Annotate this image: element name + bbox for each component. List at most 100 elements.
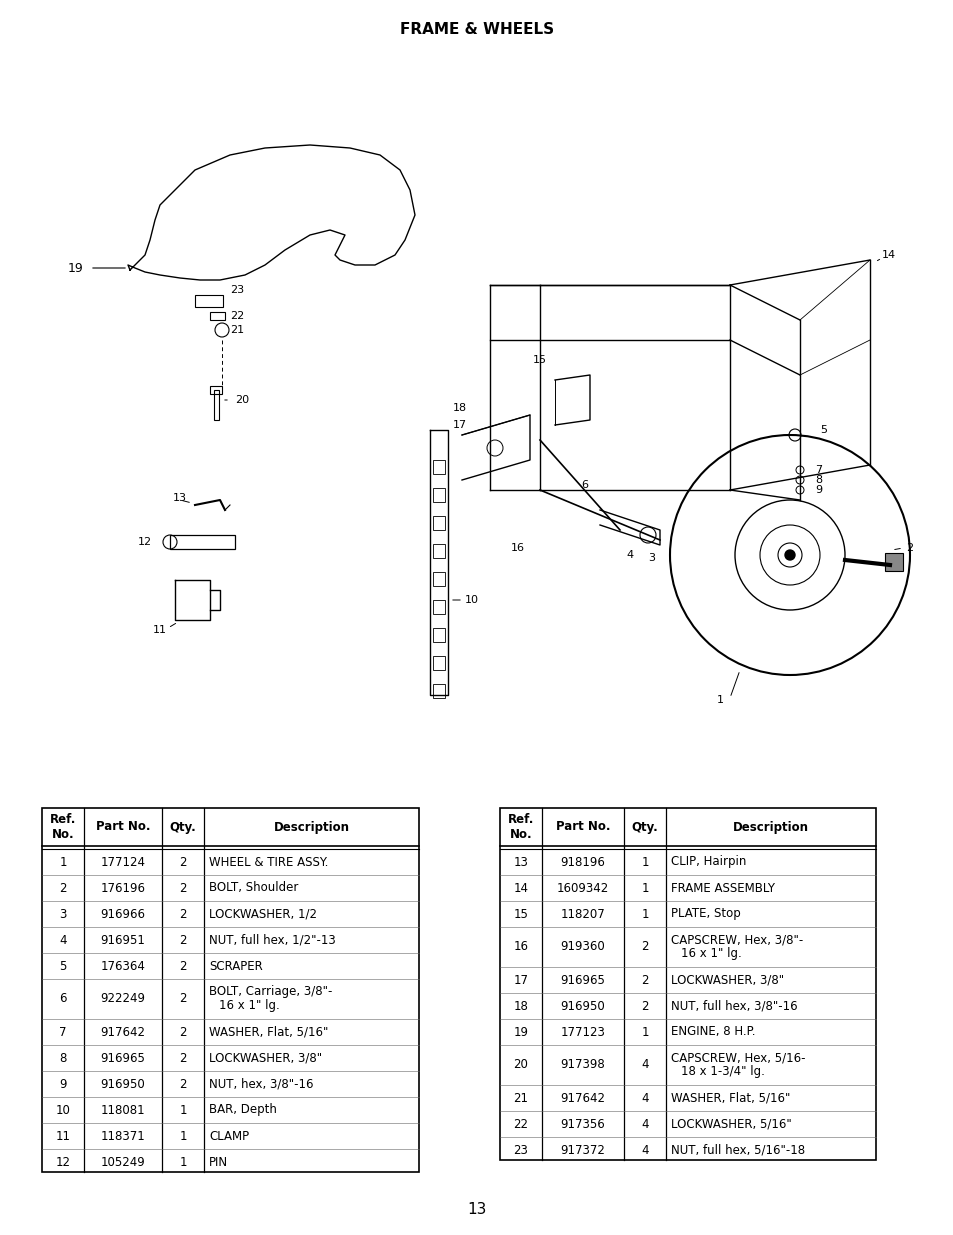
Text: 2: 2 xyxy=(179,1077,187,1091)
Bar xyxy=(433,516,444,530)
Text: 2: 2 xyxy=(640,941,648,953)
Bar xyxy=(170,535,234,550)
Text: 4: 4 xyxy=(640,1144,648,1156)
Text: 1: 1 xyxy=(640,908,648,920)
Text: 11: 11 xyxy=(55,1130,71,1142)
Text: LOCKWASHER, 3/8": LOCKWASHER, 3/8" xyxy=(209,1051,322,1065)
Bar xyxy=(194,295,223,308)
Text: NUT, hex, 3/8"-16: NUT, hex, 3/8"-16 xyxy=(209,1077,314,1091)
Text: 4: 4 xyxy=(640,1118,648,1130)
Text: 2: 2 xyxy=(179,1025,187,1039)
Bar xyxy=(433,459,444,474)
Bar xyxy=(884,553,902,571)
Text: 13: 13 xyxy=(172,493,187,503)
Text: 9: 9 xyxy=(814,485,821,495)
Bar xyxy=(433,572,444,585)
Text: 917372: 917372 xyxy=(560,1144,605,1156)
Text: 23: 23 xyxy=(513,1144,528,1156)
Bar xyxy=(433,600,444,614)
Bar xyxy=(433,488,444,501)
Text: 4: 4 xyxy=(626,550,633,559)
Text: 3: 3 xyxy=(59,908,67,920)
Text: 9: 9 xyxy=(59,1077,67,1091)
Text: 7: 7 xyxy=(59,1025,67,1039)
Text: CAPSCREW, Hex, 5/16-: CAPSCREW, Hex, 5/16- xyxy=(670,1051,804,1065)
Text: 22: 22 xyxy=(230,311,244,321)
Text: 4: 4 xyxy=(640,1092,648,1104)
Text: 2: 2 xyxy=(640,999,648,1013)
Text: CLIP, Hairpin: CLIP, Hairpin xyxy=(670,856,745,868)
Text: 177123: 177123 xyxy=(560,1025,605,1039)
Bar xyxy=(499,808,875,1160)
Text: PLATE, Stop: PLATE, Stop xyxy=(670,908,740,920)
Text: FRAME ASSEMBLY: FRAME ASSEMBLY xyxy=(670,882,774,894)
Text: 8: 8 xyxy=(59,1051,67,1065)
Text: 917356: 917356 xyxy=(560,1118,605,1130)
Text: 14: 14 xyxy=(882,249,895,261)
Text: 7: 7 xyxy=(814,466,821,475)
Text: 1: 1 xyxy=(640,1025,648,1039)
Text: 8: 8 xyxy=(814,475,821,485)
Text: CAPSCREW, Hex, 3/8"-: CAPSCREW, Hex, 3/8"- xyxy=(670,934,802,946)
Text: BOLT, Carriage, 3/8"-: BOLT, Carriage, 3/8"- xyxy=(209,986,332,999)
Text: 1609342: 1609342 xyxy=(557,882,608,894)
Text: Description: Description xyxy=(732,820,808,834)
Bar xyxy=(213,390,219,420)
Text: 10: 10 xyxy=(464,595,478,605)
Text: 21: 21 xyxy=(230,325,244,335)
Text: NUT, full hex, 3/8"-16: NUT, full hex, 3/8"-16 xyxy=(670,999,797,1013)
Text: WHEEL & TIRE ASSY.: WHEEL & TIRE ASSY. xyxy=(209,856,328,868)
Text: 17: 17 xyxy=(513,973,528,987)
Text: 14: 14 xyxy=(513,882,528,894)
Text: PIN: PIN xyxy=(209,1156,228,1168)
Text: 1: 1 xyxy=(640,882,648,894)
Text: 5: 5 xyxy=(820,425,826,435)
Bar xyxy=(433,656,444,671)
Text: CLAMP: CLAMP xyxy=(209,1130,249,1142)
Text: 18 x 1-3/4" lg.: 18 x 1-3/4" lg. xyxy=(680,1066,764,1078)
Text: LOCKWASHER, 3/8": LOCKWASHER, 3/8" xyxy=(670,973,783,987)
Text: 10: 10 xyxy=(55,1104,71,1116)
Text: 916950: 916950 xyxy=(100,1077,145,1091)
Text: 23: 23 xyxy=(230,285,244,295)
Text: 3: 3 xyxy=(648,553,655,563)
Text: WASHER, Flat, 5/16": WASHER, Flat, 5/16" xyxy=(209,1025,328,1039)
Text: 6: 6 xyxy=(581,480,588,490)
Text: 1: 1 xyxy=(59,856,67,868)
Text: 2: 2 xyxy=(179,882,187,894)
Text: 11: 11 xyxy=(152,625,167,635)
Text: 1: 1 xyxy=(179,1104,187,1116)
Text: 917642: 917642 xyxy=(560,1092,605,1104)
Text: 176364: 176364 xyxy=(100,960,145,972)
Text: 916950: 916950 xyxy=(560,999,605,1013)
Text: 19: 19 xyxy=(513,1025,528,1039)
Bar xyxy=(210,312,225,320)
Bar xyxy=(433,684,444,698)
Text: Qty.: Qty. xyxy=(631,820,658,834)
Text: 177124: 177124 xyxy=(100,856,146,868)
Text: 916965: 916965 xyxy=(560,973,605,987)
Text: NUT, full hex, 1/2"-13: NUT, full hex, 1/2"-13 xyxy=(209,934,335,946)
Text: 916966: 916966 xyxy=(100,908,146,920)
Text: Part No.: Part No. xyxy=(556,820,610,834)
Text: 19: 19 xyxy=(68,262,84,274)
Text: 21: 21 xyxy=(513,1092,528,1104)
Text: 105249: 105249 xyxy=(100,1156,145,1168)
Text: 16 x 1" lg.: 16 x 1" lg. xyxy=(219,999,279,1013)
Text: SCRAPER: SCRAPER xyxy=(209,960,262,972)
Text: 2: 2 xyxy=(179,993,187,1005)
Text: 922249: 922249 xyxy=(100,993,146,1005)
Circle shape xyxy=(784,550,794,559)
Text: BAR, Depth: BAR, Depth xyxy=(209,1104,276,1116)
Text: ENGINE, 8 H.P.: ENGINE, 8 H.P. xyxy=(670,1025,755,1039)
Text: WASHER, Flat, 5/16": WASHER, Flat, 5/16" xyxy=(670,1092,789,1104)
Text: 12: 12 xyxy=(55,1156,71,1168)
Text: 16: 16 xyxy=(511,543,524,553)
Text: 13: 13 xyxy=(467,1203,486,1218)
Text: 20: 20 xyxy=(513,1058,528,1072)
Text: 22: 22 xyxy=(513,1118,528,1130)
Text: Description: Description xyxy=(274,820,349,834)
Text: 1: 1 xyxy=(640,856,648,868)
Text: 13: 13 xyxy=(513,856,528,868)
Bar xyxy=(433,543,444,558)
